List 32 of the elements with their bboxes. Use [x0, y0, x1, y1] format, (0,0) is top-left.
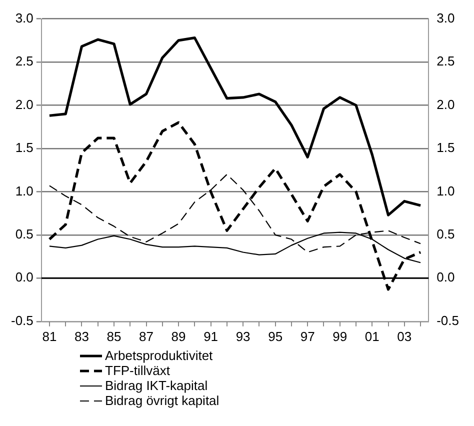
- x-tick-label: 85: [106, 328, 122, 344]
- y-tick-label: -0.5: [10, 312, 34, 328]
- legend-label: TFP-tillväxt: [105, 363, 170, 378]
- y2-tick-label: 2.0: [436, 96, 455, 112]
- y-tick-label: 1.0: [15, 183, 34, 198]
- x-tick-label: 81: [42, 328, 57, 344]
- x-tick-label: 93: [236, 328, 250, 344]
- x-tick-label: 87: [139, 328, 154, 344]
- y-tick-label: 0.0: [15, 270, 34, 285]
- legend-label: Bidrag övrigt kapital: [105, 393, 220, 408]
- x-tick-label: 01: [364, 328, 380, 344]
- y2-tick-label: 1.0: [436, 183, 455, 198]
- x-tick-label: 89: [171, 328, 186, 344]
- x-tick-label: 83: [74, 328, 89, 344]
- y-tick-label: 2.5: [15, 54, 34, 69]
- x-tick-label: 99: [332, 328, 348, 344]
- y-tick-label: 3.0: [15, 10, 34, 26]
- y-tick-label: 1.5: [15, 140, 34, 156]
- y2-tick-label: 0.5: [436, 226, 455, 242]
- x-tick-label: 95: [268, 328, 283, 344]
- y2-tick-label: 0.0: [436, 270, 455, 285]
- x-tick-label: 03: [397, 328, 412, 344]
- y-tick-label: 0.5: [15, 226, 34, 242]
- y2-tick-label: 3.0: [436, 10, 455, 26]
- x-tick-label: 97: [300, 328, 315, 344]
- y2-tick-label: 1.5: [436, 140, 455, 156]
- legend-label: Bidrag IKT-kapital: [105, 378, 208, 393]
- legend-label: Arbetsproduktivitet: [105, 348, 213, 363]
- y2-tick-label: 2.5: [436, 54, 455, 69]
- y-tick-label: 2.0: [15, 96, 34, 112]
- y2-tick-label: -0.5: [436, 312, 460, 328]
- x-tick-label: 91: [204, 328, 218, 344]
